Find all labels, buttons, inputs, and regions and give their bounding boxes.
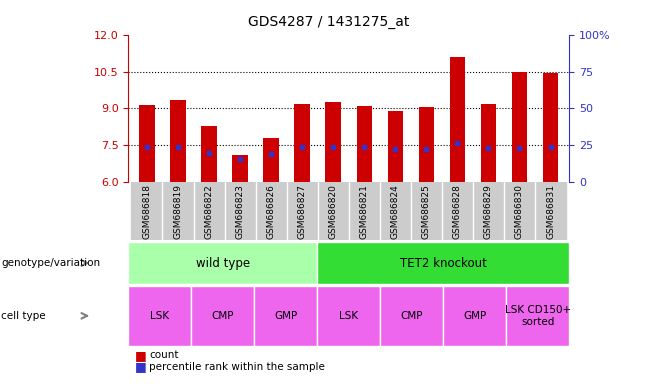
Text: ■: ■: [135, 349, 147, 362]
Text: GSM686820: GSM686820: [329, 184, 338, 238]
Text: GSM686825: GSM686825: [422, 184, 431, 238]
Bar: [193, 182, 224, 240]
Text: LSK CD150+
sorted: LSK CD150+ sorted: [505, 305, 570, 327]
Bar: [357, 106, 372, 182]
Bar: [170, 100, 186, 182]
Text: TET2 knockout: TET2 knockout: [400, 257, 487, 270]
Text: CMP: CMP: [401, 311, 423, 321]
Bar: [263, 138, 279, 182]
Bar: [512, 71, 527, 182]
Bar: [232, 155, 248, 182]
Bar: [255, 182, 287, 240]
Bar: [473, 182, 504, 240]
Text: LSK: LSK: [150, 311, 169, 321]
Text: GSM686830: GSM686830: [515, 184, 524, 239]
Bar: [543, 73, 558, 182]
Text: GSM686819: GSM686819: [174, 184, 182, 239]
Text: GSM686821: GSM686821: [360, 184, 368, 238]
Bar: [224, 182, 255, 240]
Text: LSK: LSK: [339, 311, 359, 321]
Bar: [481, 104, 496, 182]
Bar: [326, 102, 341, 182]
Text: GSM686827: GSM686827: [297, 184, 307, 238]
Bar: [411, 182, 442, 240]
Bar: [418, 107, 434, 182]
Text: CMP: CMP: [211, 311, 234, 321]
Bar: [442, 182, 473, 240]
Text: GSM686829: GSM686829: [484, 184, 493, 238]
Bar: [388, 111, 403, 182]
Text: count: count: [149, 350, 179, 360]
Text: GSM686822: GSM686822: [205, 184, 214, 238]
Text: ■: ■: [135, 360, 147, 373]
Text: GSM686826: GSM686826: [266, 184, 276, 238]
Text: GSM686818: GSM686818: [142, 184, 151, 239]
Bar: [201, 126, 216, 182]
Bar: [318, 182, 349, 240]
Text: GSM686828: GSM686828: [453, 184, 462, 238]
Bar: [449, 57, 465, 182]
Bar: [163, 182, 193, 240]
Text: genotype/variation: genotype/variation: [1, 258, 101, 268]
Bar: [294, 104, 310, 182]
Text: cell type: cell type: [1, 311, 46, 321]
Text: GSM686831: GSM686831: [546, 184, 555, 239]
Text: percentile rank within the sample: percentile rank within the sample: [149, 362, 325, 372]
Bar: [504, 182, 535, 240]
Text: GSM686824: GSM686824: [391, 184, 400, 238]
Bar: [380, 182, 411, 240]
Text: GSM686823: GSM686823: [236, 184, 245, 238]
Bar: [132, 182, 163, 240]
Text: wild type: wild type: [195, 257, 250, 270]
Bar: [287, 182, 318, 240]
Bar: [349, 182, 380, 240]
Text: GMP: GMP: [463, 311, 486, 321]
Text: GDS4287 / 1431275_at: GDS4287 / 1431275_at: [248, 15, 410, 29]
Bar: [139, 105, 155, 182]
Bar: [535, 182, 566, 240]
Text: GMP: GMP: [274, 311, 297, 321]
